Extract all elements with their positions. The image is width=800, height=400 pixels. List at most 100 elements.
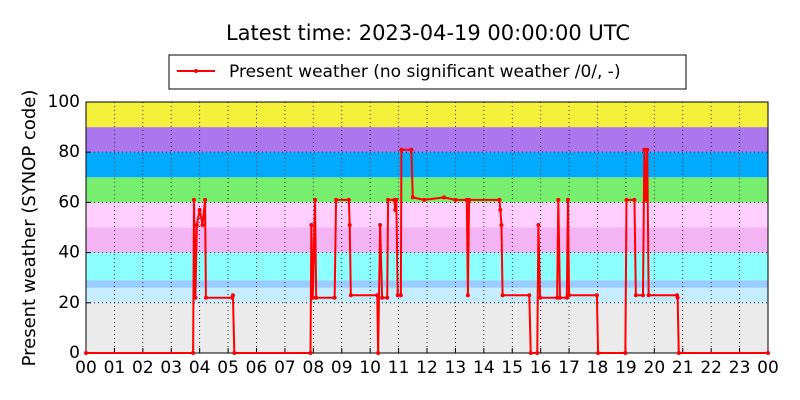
x-tick-label: 00 — [757, 358, 779, 378]
data-point — [675, 295, 680, 300]
chart-title: Latest time: 2023-04-19 00:00:00 UTC — [226, 21, 630, 45]
data-point — [334, 197, 339, 202]
data-point — [197, 207, 202, 212]
y-tick-label: 60 — [58, 192, 80, 212]
data-point — [498, 207, 503, 212]
data-point — [538, 295, 543, 300]
data-point — [556, 197, 561, 202]
data-point — [442, 195, 447, 200]
data-point — [375, 293, 380, 298]
data-point — [194, 222, 199, 227]
data-point — [646, 293, 651, 298]
data-point — [567, 293, 572, 298]
data-point — [536, 222, 541, 227]
data-point — [497, 197, 502, 202]
data-point — [378, 222, 383, 227]
x-tick-label: 18 — [587, 358, 609, 378]
data-point — [467, 197, 472, 202]
data-point — [203, 295, 208, 300]
x-tick-label: 23 — [729, 358, 751, 378]
data-point — [399, 147, 404, 152]
data-point — [332, 295, 337, 300]
data-point — [453, 197, 458, 202]
x-tick-label: 08 — [303, 358, 325, 378]
data-point — [528, 351, 533, 355]
data-point — [200, 222, 205, 227]
data-point — [643, 197, 648, 202]
data-point — [555, 295, 560, 300]
data-point — [308, 351, 313, 355]
data-point — [565, 197, 570, 202]
x-tick-label: 01 — [104, 358, 126, 378]
data-point — [84, 351, 88, 355]
data-point — [191, 351, 196, 355]
x-tick-label: 04 — [189, 358, 211, 378]
data-point — [645, 147, 650, 152]
data-point — [385, 295, 390, 300]
data-point — [203, 197, 208, 202]
data-point — [398, 293, 403, 298]
x-tick-label: 17 — [558, 358, 580, 378]
data-point — [500, 293, 505, 298]
legend-box — [168, 54, 687, 90]
y-tick-label: 40 — [58, 243, 80, 263]
x-tick-label: 15 — [501, 358, 523, 378]
y-axis-label: Present weather (SYNOP code) — [19, 90, 40, 367]
data-point — [314, 295, 319, 300]
x-tick-label: 22 — [700, 358, 722, 378]
x-tick-label: 12 — [416, 358, 438, 378]
x-tick-label: 09 — [331, 358, 353, 378]
data-point — [410, 195, 415, 200]
y-tick-label: 20 — [58, 293, 80, 313]
band — [86, 227, 768, 253]
y-tick-label: 100 — [48, 92, 80, 112]
data-point — [386, 197, 391, 202]
data-point — [632, 197, 637, 202]
data-point — [624, 197, 629, 202]
data-point — [596, 351, 601, 355]
x-tick-label: 06 — [246, 358, 268, 378]
x-tick-label: 07 — [274, 358, 296, 378]
x-tick-label: 13 — [445, 358, 467, 378]
data-point — [376, 351, 381, 355]
x-tick-label: 20 — [644, 358, 666, 378]
legend-label: Present weather (no significant weather … — [229, 62, 621, 82]
data-point — [527, 293, 532, 298]
data-point — [313, 197, 318, 202]
x-tick-label: 19 — [615, 358, 637, 378]
data-point — [623, 351, 628, 355]
data-point — [230, 293, 235, 298]
data-point — [393, 207, 398, 212]
data-point — [766, 351, 770, 355]
x-tick-label: 14 — [473, 358, 495, 378]
legend-marker — [194, 69, 198, 73]
band — [86, 127, 768, 153]
plot-frame — [85, 101, 769, 354]
x-tick-label: 05 — [217, 358, 239, 378]
band — [86, 152, 768, 178]
x-tick-label: 00 — [75, 358, 97, 378]
data-point — [232, 351, 237, 355]
data-line — [86, 148, 768, 354]
data-point — [310, 295, 315, 300]
x-tick-label: 10 — [359, 358, 381, 378]
data-point — [394, 197, 399, 202]
data-point — [395, 293, 400, 298]
data-point — [380, 295, 385, 300]
data-point — [409, 147, 414, 152]
x-tick-label: 02 — [132, 358, 154, 378]
y-tick-label: 0 — [69, 343, 80, 363]
band — [86, 280, 768, 288]
band — [86, 302, 768, 353]
data-point — [633, 293, 638, 298]
data-point — [640, 293, 645, 298]
data-point — [594, 293, 599, 298]
legend: Present weather (no significant weather … — [168, 54, 687, 90]
data-point — [676, 351, 681, 355]
x-tick-label: 16 — [530, 358, 552, 378]
data-point — [309, 222, 314, 227]
x-tick-label: 21 — [672, 358, 694, 378]
data-point — [346, 197, 351, 202]
data-point — [535, 351, 540, 355]
data-point — [422, 197, 427, 202]
